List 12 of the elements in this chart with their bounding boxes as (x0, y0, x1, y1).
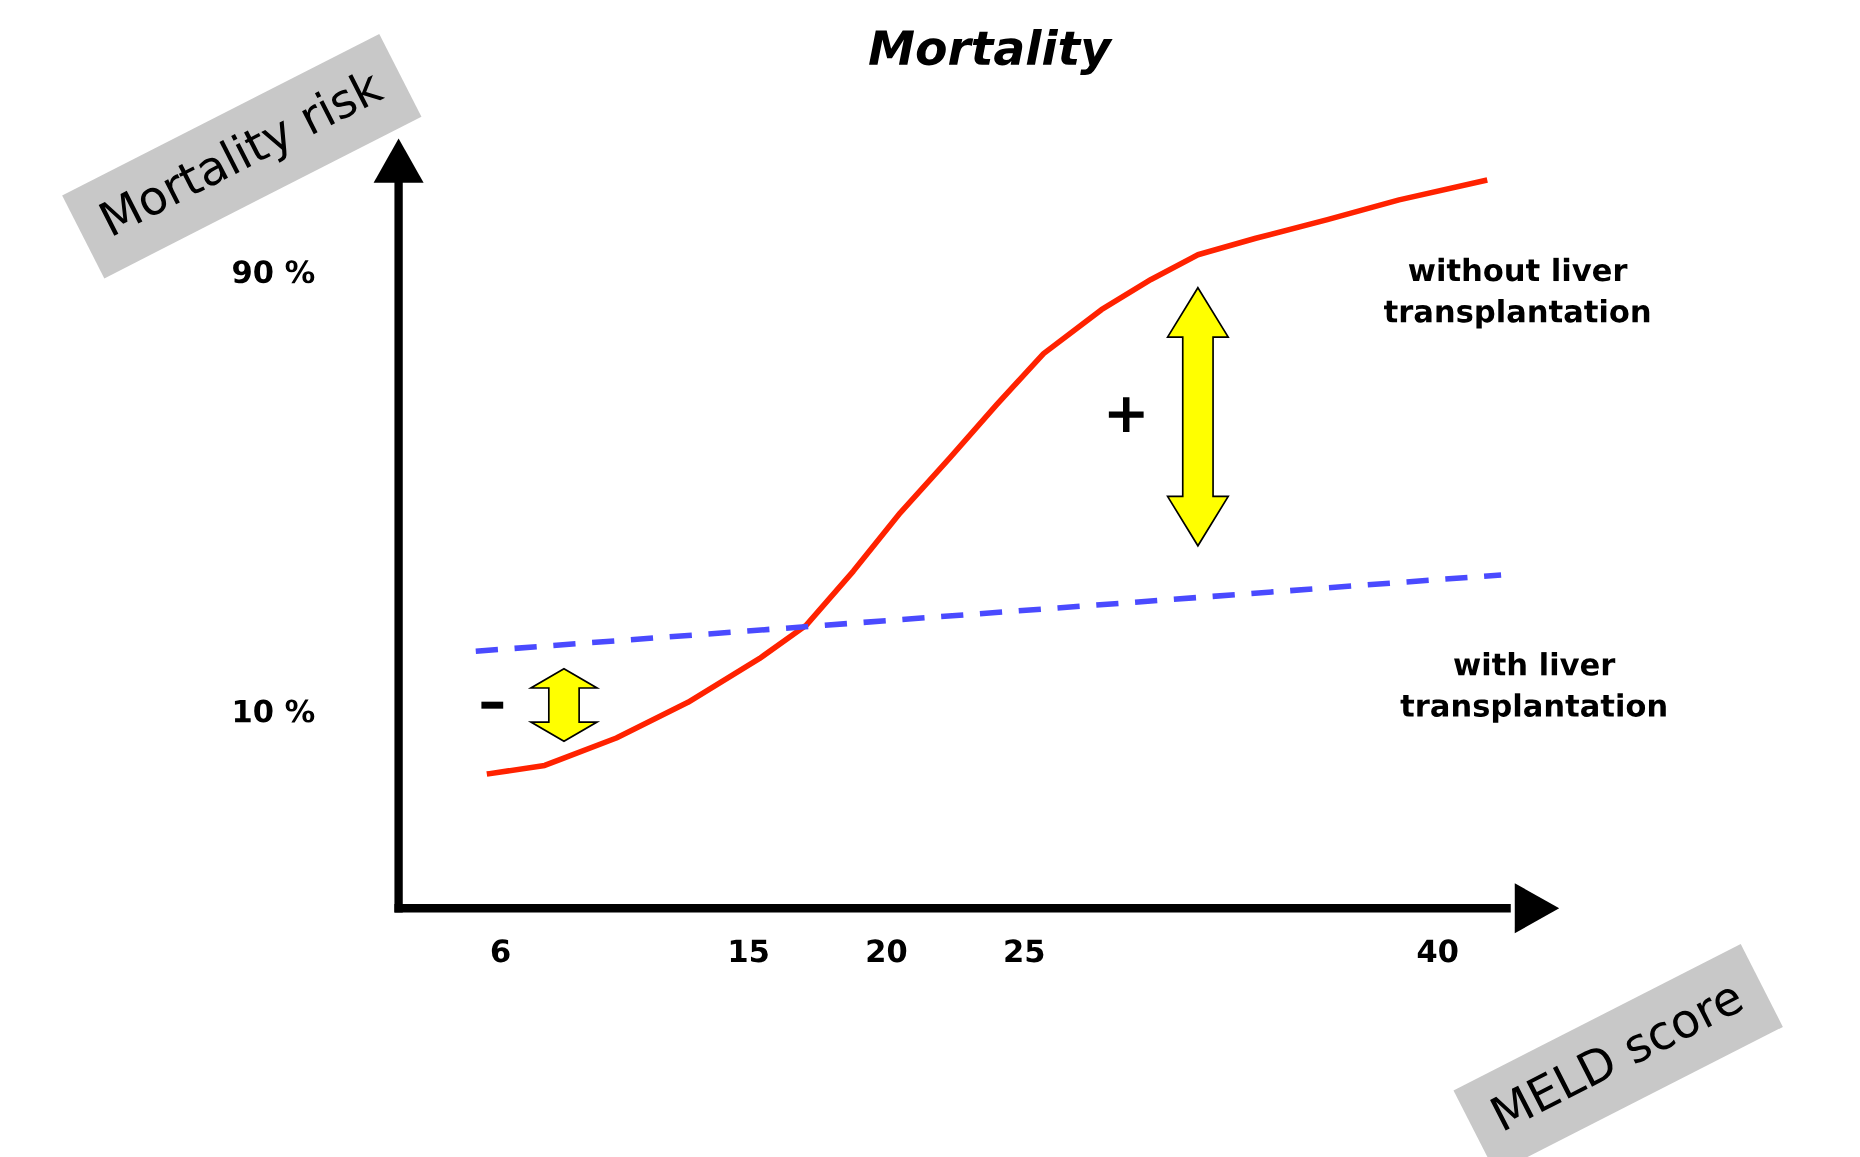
x-tick-label: 15 (730, 939, 768, 963)
text: with liver transplantation (1400, 652, 1666, 723)
y-tick-label: 90 % (233, 260, 315, 284)
x-tick-label: 25 (1005, 939, 1044, 963)
x-tick-label: 40 (1417, 939, 1458, 963)
y-tick-label: 10 % (234, 699, 315, 723)
chart-title: Mortality (869, 28, 1113, 75)
series-label: without liver transplantation (1384, 257, 1650, 329)
x-tick-label: 20 (867, 939, 907, 963)
annotation: – (481, 701, 504, 709)
x-tick-label: 6 (491, 939, 510, 963)
annotation: + (1108, 397, 1144, 433)
